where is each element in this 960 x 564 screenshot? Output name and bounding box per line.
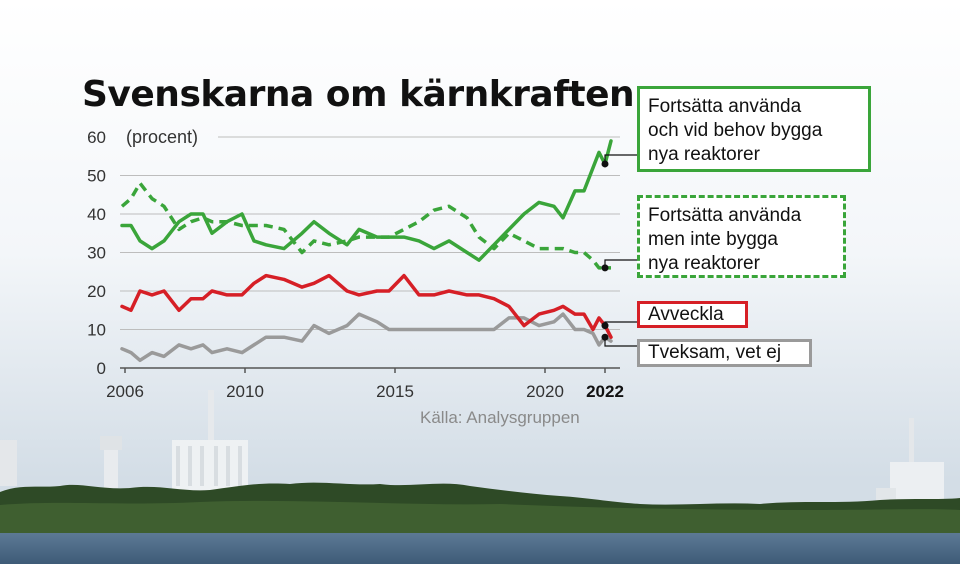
legend-text: men inte bygga bbox=[648, 229, 778, 250]
legend-connectors bbox=[601, 154, 639, 347]
y-tick-label: 50 bbox=[87, 167, 106, 186]
legend-connector-dot bbox=[601, 322, 609, 330]
legend-text: Fortsätta använda bbox=[648, 96, 802, 117]
chart-title: Svenskarna om kärnkraften bbox=[82, 74, 635, 115]
source-label: Källa: Analysgruppen bbox=[420, 408, 580, 427]
x-tick-label: 2015 bbox=[376, 382, 414, 401]
legend-build-new: Fortsätta använda och vid behov bygga ny… bbox=[637, 86, 871, 172]
y-tick-label: 60 bbox=[87, 128, 106, 147]
legend-connector-dot bbox=[601, 333, 609, 341]
legend-connector-dot bbox=[601, 160, 609, 168]
legend-text: Avveckla bbox=[648, 304, 724, 325]
series-line bbox=[120, 273, 613, 339]
legend-text: nya reaktorer bbox=[648, 144, 760, 165]
y-tick-label: 20 bbox=[87, 282, 106, 301]
x-tick-labels: 2006 2010 2015 2020 2022 bbox=[106, 382, 624, 401]
legend-connector bbox=[604, 154, 639, 164]
legend-connector-dot bbox=[601, 264, 609, 272]
legend-connector bbox=[604, 321, 639, 326]
power-plant-right bbox=[876, 418, 944, 504]
legend-text: Fortsätta använda bbox=[648, 205, 802, 226]
x-tick-label: 2020 bbox=[526, 382, 564, 401]
legend-text: och vid behov bygga bbox=[648, 120, 823, 141]
y-tick-labels: 0 10 20 30 40 50 60 bbox=[87, 128, 106, 378]
x-tick-label: 2010 bbox=[226, 382, 264, 401]
series-line bbox=[120, 181, 611, 270]
y-tick-label: 40 bbox=[87, 205, 106, 224]
series-line bbox=[120, 139, 613, 262]
legend-phase-out: Avveckla bbox=[637, 301, 748, 328]
y-axis-unit-label: (procent) bbox=[126, 127, 199, 147]
series-line bbox=[120, 312, 613, 363]
x-tick-label: 2022 bbox=[586, 382, 624, 401]
legend-undecided: Tveksam, vet ej bbox=[637, 339, 812, 367]
legend-keep-no-build: Fortsätta använda men inte bygga nya rea… bbox=[637, 195, 846, 278]
legend-text: Tveksam, vet ej bbox=[648, 342, 782, 363]
series-lines bbox=[120, 139, 613, 363]
y-tick-label: 10 bbox=[87, 321, 106, 340]
legend-text: nya reaktorer bbox=[648, 253, 760, 274]
x-tick-label: 2006 bbox=[106, 382, 144, 401]
sea bbox=[0, 533, 960, 564]
gridlines bbox=[120, 136, 620, 373]
y-tick-label: 0 bbox=[97, 359, 106, 378]
y-tick-label: 30 bbox=[87, 244, 106, 263]
power-plant-left bbox=[0, 390, 248, 492]
